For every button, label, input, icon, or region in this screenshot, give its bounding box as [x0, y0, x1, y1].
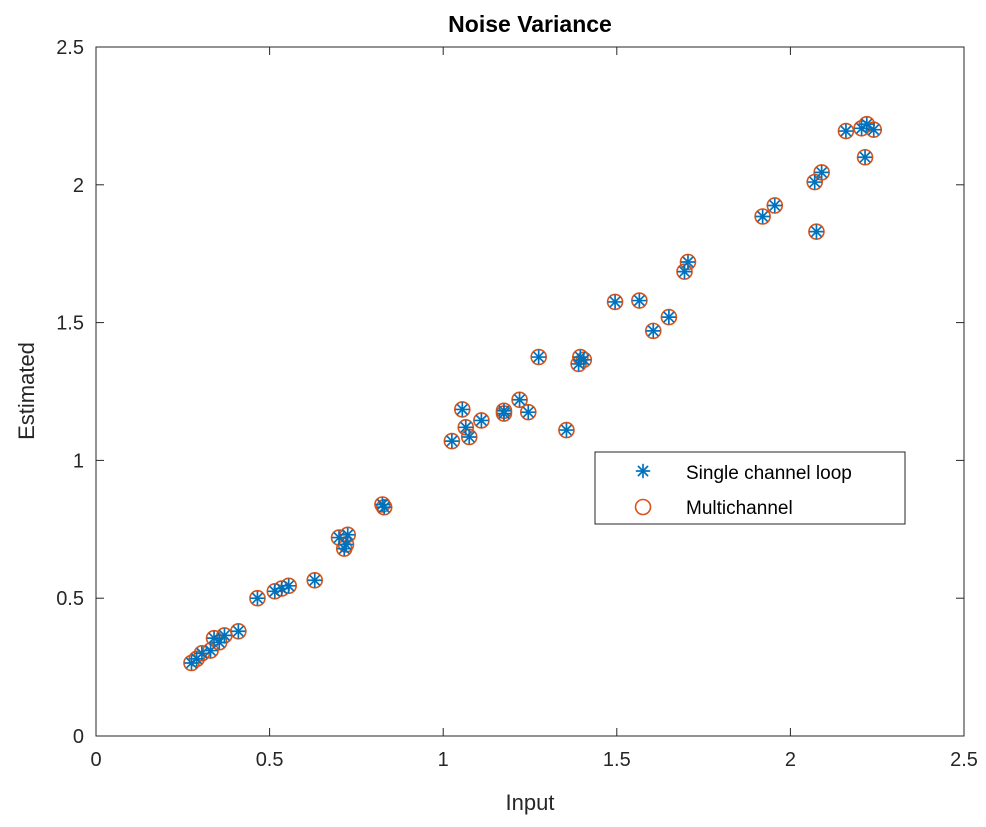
data-point-asterisk	[231, 623, 246, 639]
data-point-circle	[230, 622, 247, 640]
data-point-circle	[443, 432, 461, 450]
data-point-asterisk	[444, 433, 460, 449]
data-point-asterisk	[376, 499, 392, 515]
data-point-asterisk	[767, 198, 783, 213]
data-point-asterisk	[576, 352, 592, 368]
data-point-circle	[853, 120, 870, 137]
x-tick-label: 2.5	[950, 749, 978, 771]
data-point-asterisk	[281, 578, 297, 594]
data-point-circle	[837, 122, 855, 140]
data-point-asterisk	[632, 293, 647, 308]
data-point-asterisk	[211, 634, 227, 650]
data-point-circle	[460, 428, 478, 446]
data-point-asterisk	[496, 406, 512, 421]
data-point-asterisk	[857, 149, 873, 165]
data-point-asterisk	[340, 527, 356, 543]
y-axis-label: Estimated	[14, 342, 39, 440]
data-point-circle	[306, 571, 324, 589]
legend-label-multichannel: Multichannel	[686, 498, 793, 519]
data-point-asterisk	[250, 590, 265, 606]
legend-marker-single-channel	[635, 463, 651, 479]
data-point-asterisk	[680, 254, 696, 270]
data-point-asterisk	[866, 122, 882, 138]
data-point-circle	[375, 498, 393, 516]
data-point-circle	[193, 645, 211, 662]
data-point-asterisk	[520, 404, 536, 420]
data-point-asterisk	[458, 419, 474, 435]
data-point-circle	[813, 164, 830, 181]
y-tick-label: 2.5	[56, 37, 84, 59]
y-tick-label: 0	[73, 726, 84, 748]
data-point-circle	[558, 421, 575, 439]
data-point-circle	[660, 308, 678, 326]
data-point-asterisk	[454, 402, 470, 417]
data-point-asterisk	[645, 323, 661, 339]
legend[interactable]: Single channel loop Multichannel	[594, 451, 906, 525]
data-point-asterisk	[859, 116, 875, 132]
data-point-asterisk	[512, 392, 527, 408]
data-point-circle	[249, 589, 266, 607]
data-point-asterisk	[755, 209, 770, 224]
x-tick-label: 1	[438, 749, 449, 771]
x-tick-label: 1.5	[603, 749, 631, 771]
data-point-asterisk	[838, 123, 854, 139]
data-markers	[183, 115, 883, 672]
data-point-circle	[631, 292, 648, 309]
data-point-circle	[374, 496, 391, 513]
data-point-circle	[183, 654, 200, 672]
data-point-circle	[676, 263, 693, 280]
legend-marker-multichannel	[634, 498, 652, 516]
data-point-circle	[766, 197, 784, 214]
plot-frame	[95, 46, 965, 737]
legend-circle-marker	[634, 498, 652, 516]
data-point-asterisk	[559, 422, 574, 438]
data-point-circle	[856, 148, 874, 166]
x-tick-label: 0.5	[256, 749, 284, 771]
data-point-circle	[754, 208, 771, 225]
data-point-circle	[453, 401, 471, 418]
data-point-asterisk	[217, 628, 232, 643]
series-single-channel-loop	[184, 116, 882, 671]
data-point-asterisk	[814, 165, 829, 180]
x-tick-label: 0	[90, 749, 101, 771]
data-point-asterisk	[474, 413, 489, 428]
data-point-asterisk	[607, 294, 623, 310]
data-point-asterisk	[203, 643, 218, 658]
data-point-asterisk	[338, 537, 354, 552]
data-point-circle	[457, 419, 475, 436]
data-point-asterisk	[677, 264, 692, 279]
x-tick-label: 2	[785, 749, 796, 771]
data-point-circle	[575, 351, 593, 369]
data-point-circle	[473, 412, 490, 429]
data-point-circle	[530, 348, 547, 366]
legend-box	[594, 451, 906, 525]
data-point-asterisk	[461, 429, 477, 445]
data-point-circle	[808, 223, 825, 240]
data-point-asterisk	[809, 224, 824, 240]
y-tick-label: 1	[73, 450, 84, 472]
data-point-asterisk	[307, 572, 323, 588]
data-point-circle	[202, 642, 219, 659]
y-tick-label: 0.5	[56, 588, 84, 610]
chart-title: Noise Variance	[448, 11, 612, 37]
data-point-asterisk	[194, 645, 210, 661]
plot-background	[96, 47, 964, 736]
y-tick-label: 1.5	[56, 313, 84, 335]
data-point-circle	[679, 253, 697, 271]
data-point-asterisk	[807, 174, 823, 190]
axis-ticks: 0 0.5 1 1.5 2 2.5 0 0.5 1 1.5 2 2.5	[56, 37, 978, 771]
x-axis-label: Input	[506, 790, 555, 815]
data-point-circle	[606, 293, 624, 311]
data-point-circle	[188, 650, 205, 668]
data-point-asterisk	[531, 349, 547, 365]
data-point-asterisk	[661, 309, 677, 325]
legend-asterisk-marker	[635, 463, 651, 479]
y-tick-label: 2	[73, 175, 84, 197]
data-point-circle	[511, 391, 528, 409]
legend-label-single-channel: Single channel loop	[686, 463, 852, 484]
data-point-circle	[519, 403, 537, 421]
data-point-circle	[644, 322, 662, 340]
